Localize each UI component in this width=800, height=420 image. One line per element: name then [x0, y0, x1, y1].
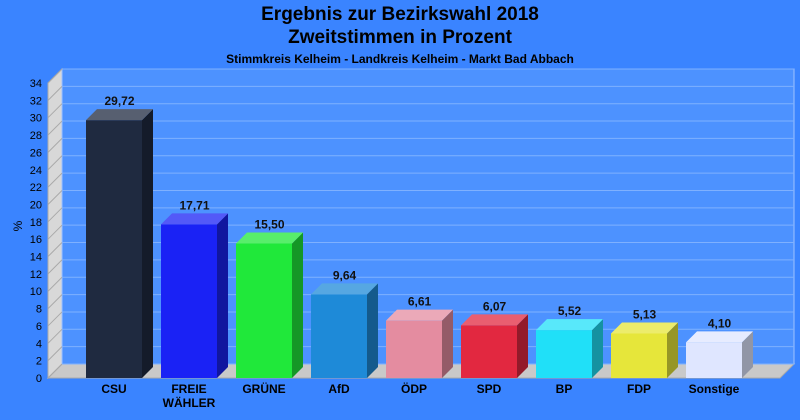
- x-tick-label: FREIE: [171, 382, 206, 396]
- data-label: 6,61: [408, 295, 432, 309]
- gridline-side: [47, 276, 63, 292]
- chart-title: Ergebnis zur Bezirkswahl 2018: [261, 4, 539, 25]
- x-tick-label: FDP: [627, 382, 651, 396]
- data-label: 5,52: [558, 304, 582, 318]
- data-label: 6,07: [483, 299, 507, 313]
- gridline-side: [47, 120, 63, 136]
- gridline-side: [47, 190, 63, 205]
- bar: [461, 325, 517, 378]
- bar-top: [311, 283, 378, 295]
- bar-side: [667, 322, 678, 378]
- gridline-side: [47, 294, 63, 309]
- data-label: 29,72: [104, 94, 134, 108]
- x-tick-label: SPD: [477, 382, 502, 396]
- bar: [686, 342, 742, 378]
- data-label: 15,50: [254, 218, 284, 232]
- gridline-side: [47, 207, 63, 223]
- bar-top: [236, 232, 303, 244]
- gridline-side: [47, 346, 63, 362]
- bar-side: [367, 283, 378, 378]
- y-tick-label: 12: [30, 269, 42, 281]
- bar-top: [686, 331, 753, 343]
- gridline-side: [47, 224, 63, 240]
- x-tick-label: WÄHLER: [163, 395, 216, 410]
- y-tick-label: 0: [36, 373, 42, 385]
- gridline-side: [47, 363, 63, 379]
- bar: [536, 330, 592, 378]
- chart-caption: Stimmkreis Kelheim - Landkreis Kelheim -…: [226, 52, 574, 66]
- y-axis-label: %: [11, 220, 25, 231]
- bar: [236, 243, 292, 378]
- y-tick-label: 26: [30, 147, 42, 159]
- bar-side: [517, 314, 528, 378]
- bar-side: [142, 109, 153, 379]
- bar: [161, 224, 217, 378]
- bar: [86, 120, 142, 379]
- chart-titles: Ergebnis zur Bezirkswahl 2018 Zweitstimm…: [0, 0, 800, 67]
- y-tick-label: 4: [36, 338, 42, 350]
- gridline-side: [47, 103, 63, 119]
- gridline-side: [47, 259, 63, 275]
- data-label: 9,64: [333, 268, 357, 282]
- bar-side: [442, 309, 453, 378]
- y-tick-label: 22: [30, 182, 42, 194]
- y-tick-label: 8: [36, 304, 42, 316]
- y-tick-label: 20: [30, 199, 42, 211]
- bar: [311, 294, 367, 378]
- bar: [386, 320, 442, 378]
- y-tick-label: 6: [36, 321, 42, 333]
- gridline-side: [47, 68, 63, 84]
- y-tick-label: 30: [30, 113, 42, 125]
- x-tick-label: CSU: [101, 382, 126, 396]
- data-label: 5,13: [633, 307, 657, 321]
- x-tick-label: GRÜNE: [242, 381, 285, 396]
- y-tick-label: 16: [30, 234, 42, 246]
- y-tick-label: 32: [30, 95, 42, 107]
- bar-top: [611, 322, 678, 334]
- y-tick-label: 34: [30, 78, 42, 90]
- x-tick-label: BP: [556, 382, 573, 396]
- data-label: 17,71: [179, 198, 209, 212]
- gridline-side: [47, 172, 63, 188]
- gridline-side: [47, 155, 63, 171]
- y-tick-label: 18: [30, 217, 42, 229]
- x-tick-label: Sonstige: [689, 382, 740, 396]
- bar-side: [292, 232, 303, 378]
- bar-top: [461, 314, 528, 326]
- x-tick-label: ÖDP: [401, 381, 427, 396]
- y-tick-label: 28: [30, 130, 42, 142]
- gridline-side: [47, 328, 63, 344]
- bar-side: [742, 331, 753, 378]
- chart-subtitle: Zweitstimmen in Prozent: [288, 27, 512, 48]
- x-tick-label: AfD: [328, 382, 350, 396]
- y-tick-label: 14: [30, 252, 42, 264]
- bar: [611, 333, 667, 378]
- gridline-side: [47, 311, 63, 327]
- bar-side: [217, 213, 228, 378]
- y-tick-label: 24: [30, 165, 42, 177]
- bar-top: [536, 319, 603, 331]
- gridline-side: [47, 85, 63, 101]
- bar-top: [161, 213, 228, 225]
- y-tick-label: 2: [36, 356, 42, 368]
- gridline-side: [47, 138, 63, 153]
- bar-side: [592, 319, 603, 378]
- bar-top: [386, 309, 453, 321]
- gridline-side: [47, 242, 63, 257]
- y-tick-label: 10: [30, 286, 42, 298]
- data-label: 4,10: [708, 316, 732, 330]
- bar-top: [86, 109, 153, 121]
